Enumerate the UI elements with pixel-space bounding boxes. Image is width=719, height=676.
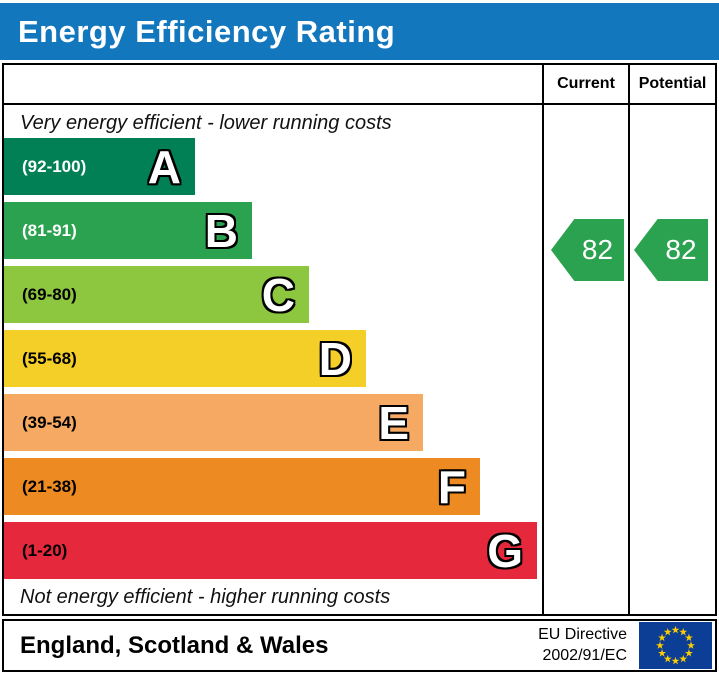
band-range-b: (81-91) (22, 220, 77, 240)
current-rating-value: 82 (581, 234, 614, 265)
band-letter-b: B (204, 204, 238, 257)
header-divider (4, 103, 715, 105)
band-letter-g: G (487, 524, 523, 577)
current-rating-arrow: 82 (551, 219, 624, 281)
rating-table: Current Potential Very energy efficient … (2, 63, 717, 616)
current-column-header: Current (557, 75, 615, 92)
band-range-d: (55-68) (22, 348, 77, 368)
region-label: England, Scotland & Wales (20, 631, 329, 659)
band-range-c: (69-80) (22, 284, 77, 304)
eu-directive-line1: EU Directive (538, 625, 627, 643)
band-range-f: (21-38) (22, 476, 77, 496)
band-row-b: (81-91) B (4, 202, 252, 259)
bottom-caption: Not energy efficient - higher running co… (20, 586, 391, 608)
band-letter-a: A (147, 140, 181, 193)
eu-directive-label: EU Directive 2002/91/EC (538, 625, 627, 667)
footer: England, Scotland & Wales EU Directive 2… (2, 619, 717, 672)
band-row-e: (39-54) E (4, 394, 423, 451)
page-title: Energy Efficiency Rating (18, 13, 396, 49)
title-bar: Energy Efficiency Rating (0, 3, 719, 60)
band-row-f: (21-38) F (4, 458, 480, 515)
band-row-a: (92-100) A (4, 138, 195, 195)
band-range-a: (92-100) (22, 156, 87, 176)
top-caption: Very energy efficient - lower running co… (20, 112, 392, 134)
eu-directive-line2: 2002/91/EC (542, 646, 627, 664)
potential-column-header: Potential (638, 75, 707, 92)
band-letter-c: C (261, 268, 295, 321)
band-range-e: (39-54) (22, 412, 77, 432)
band-row-d: (55-68) D (4, 330, 366, 387)
band-letter-d: D (318, 332, 352, 385)
column-divider-current (542, 65, 544, 614)
band-row-g: (1-20) G (4, 522, 537, 579)
eu-flag-icon (639, 622, 712, 669)
column-divider-potential (628, 65, 630, 614)
potential-rating-arrow: 82 (634, 219, 708, 281)
band-letter-f: F (437, 460, 466, 513)
potential-rating-value: 82 (665, 234, 697, 265)
band-letter-e: E (378, 396, 409, 449)
band-row-c: (69-80) C (4, 266, 309, 323)
band-range-g: (1-20) (22, 540, 68, 560)
